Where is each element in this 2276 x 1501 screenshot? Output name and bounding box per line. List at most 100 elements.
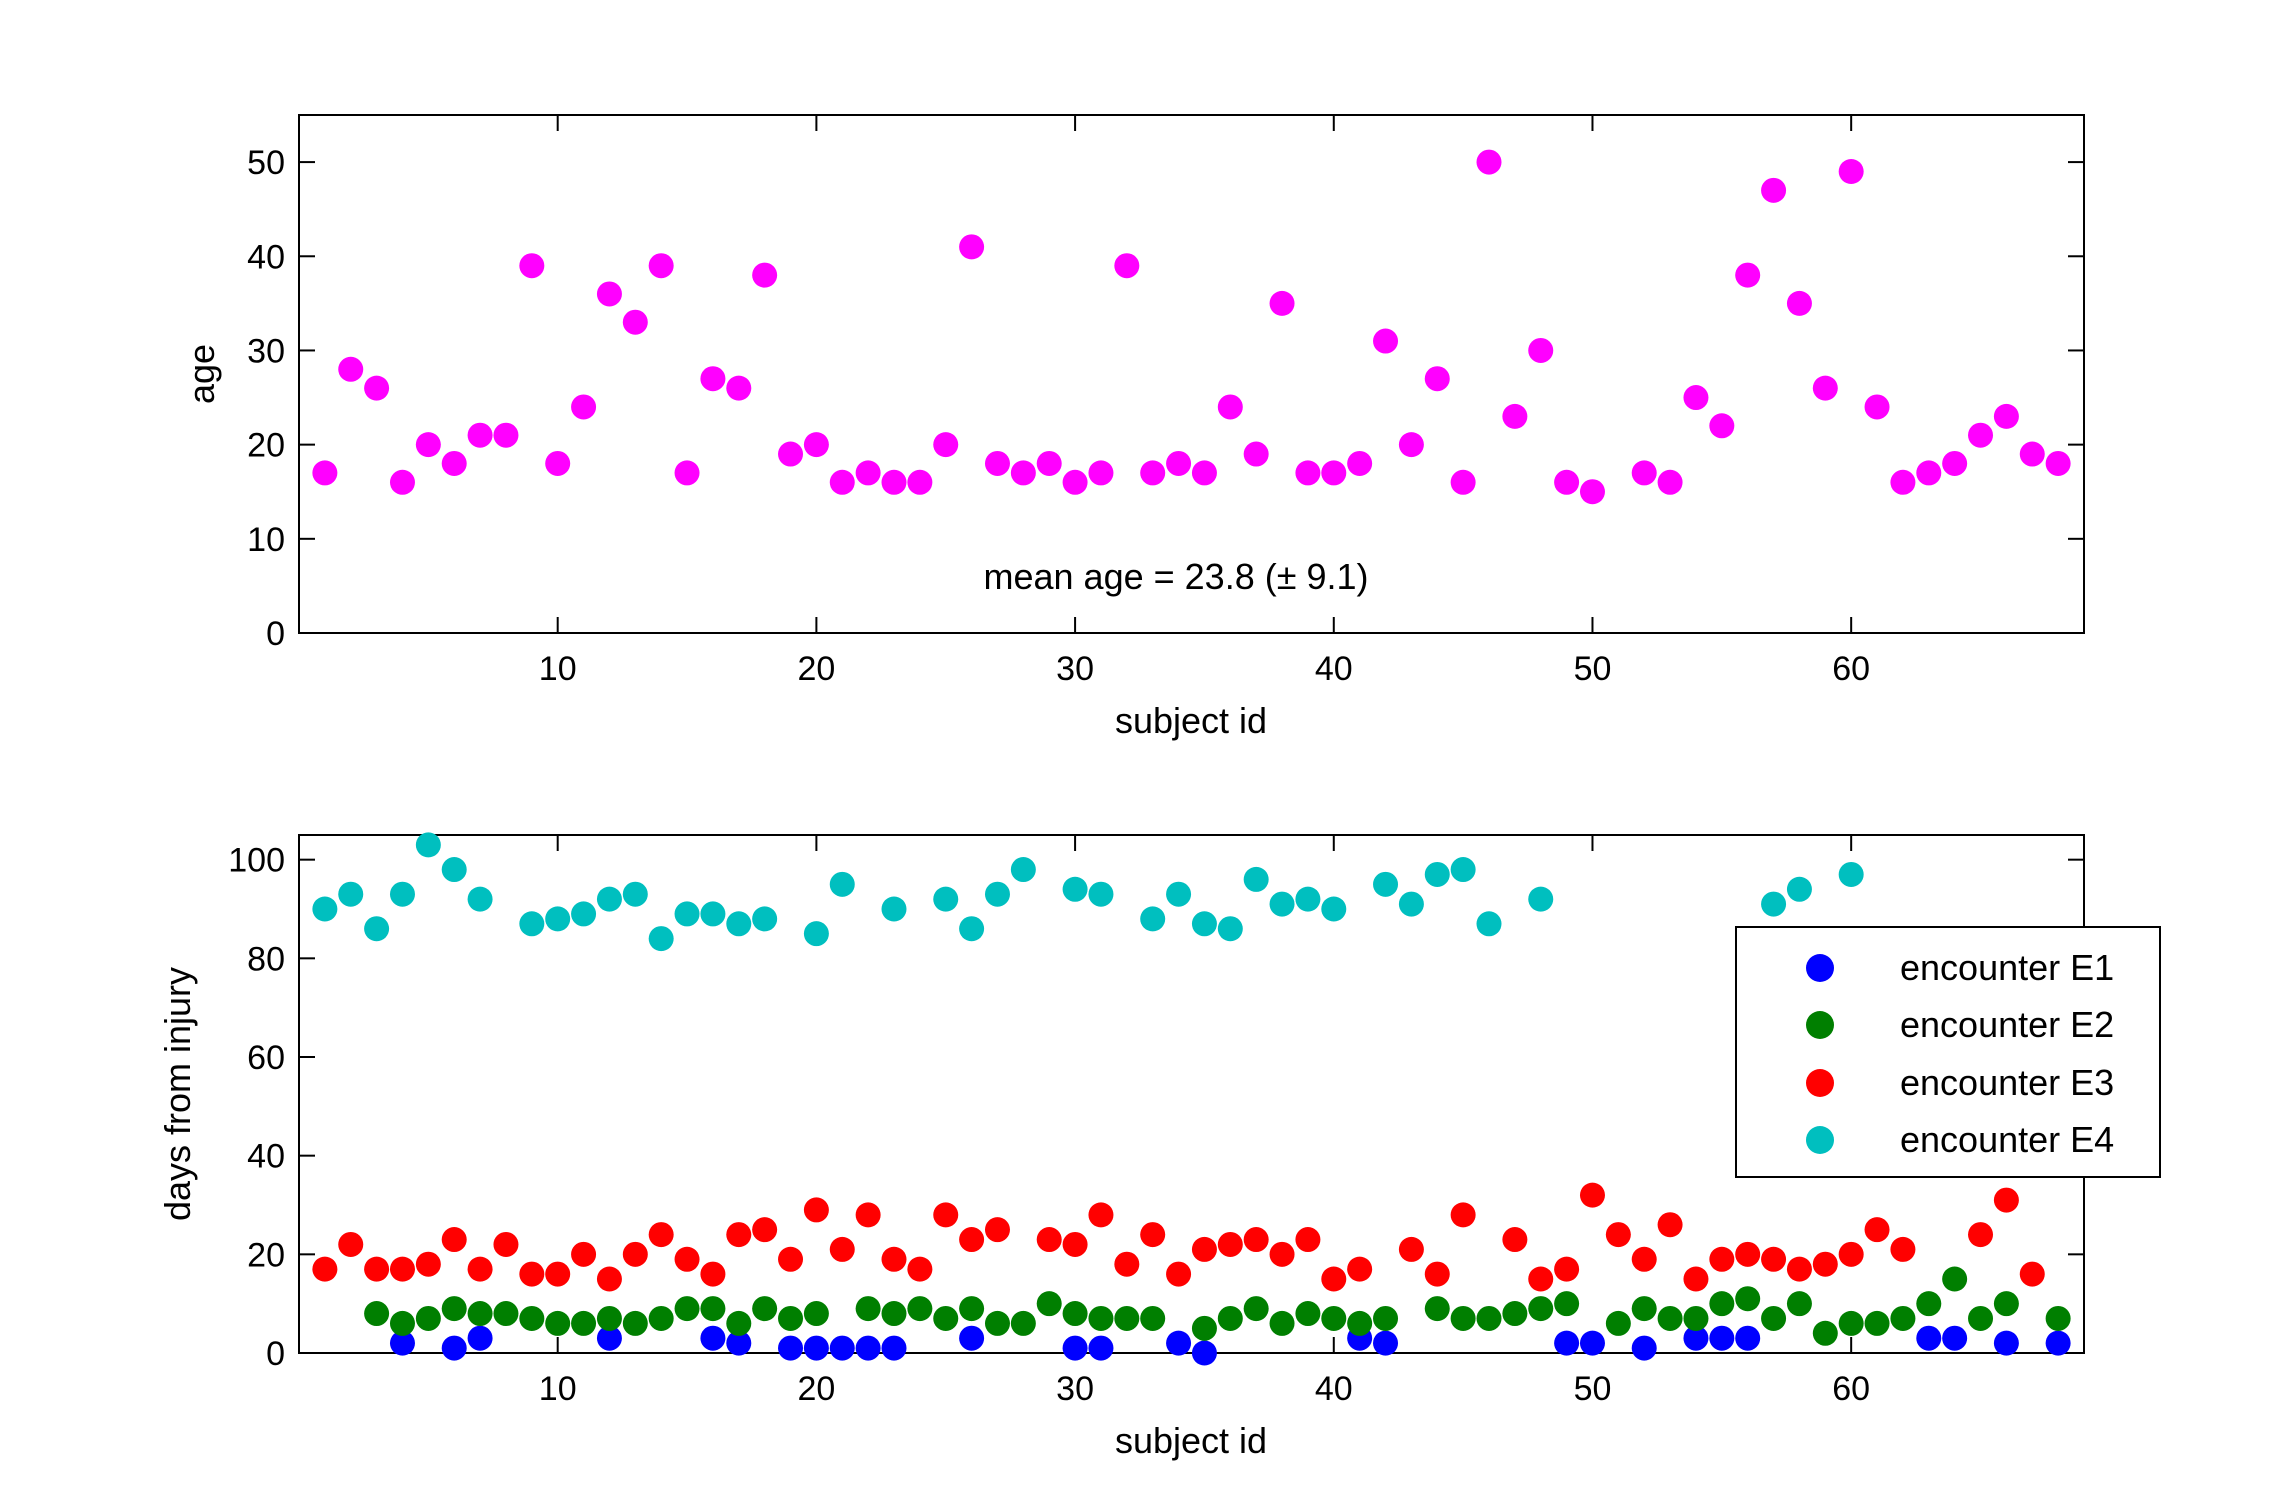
data-point-encounter-e4 (959, 916, 985, 942)
data-point-age (1502, 403, 1528, 429)
data-point-encounter-e4 (726, 911, 752, 937)
data-point-encounter-e3 (1631, 1246, 1657, 1272)
data-point-encounter-e2 (1036, 1291, 1062, 1317)
data-point-encounter-e1 (1683, 1325, 1709, 1351)
legend-item-e2: encounter E2 (1806, 1004, 2114, 1045)
y-tick-label: 40 (247, 238, 285, 276)
y-axis-label: age (181, 344, 222, 404)
data-point-age (1631, 460, 1657, 486)
data-point-encounter-e3 (907, 1256, 933, 1282)
data-point-age (1450, 469, 1476, 495)
data-point-encounter-e4 (571, 901, 597, 927)
data-point-encounter-e3 (1890, 1236, 1916, 1262)
data-point-encounter-e3 (1528, 1266, 1554, 1292)
data-point-encounter-e2 (1217, 1305, 1243, 1331)
x-tick-label: 60 (1832, 1370, 1870, 1408)
data-point-encounter-e3 (1036, 1227, 1062, 1253)
ticks: 10 20 30 40 50 60 0 20 40 60 80 100 (228, 835, 2084, 1408)
legend-item-e1: encounter E1 (1806, 947, 2114, 988)
data-point-encounter-e4 (312, 896, 338, 922)
x-tick-label: 10 (539, 1370, 577, 1408)
data-point-encounter-e3 (1735, 1241, 1761, 1267)
data-point-age (1838, 159, 1864, 185)
data-point-encounter-e4 (1424, 861, 1450, 887)
data-point-encounter-e4 (519, 911, 545, 937)
data-point-age (1088, 460, 1114, 486)
data-point-encounter-e2 (881, 1301, 907, 1327)
data-point-encounter-e2 (1088, 1305, 1114, 1331)
data-point-encounter-e2 (933, 1305, 959, 1331)
data-point-encounter-e1 (1554, 1330, 1580, 1356)
legend-label: encounter E3 (1900, 1062, 2114, 1103)
data-point-encounter-e2 (1605, 1310, 1631, 1336)
data-point-encounter-e3 (1864, 1217, 1890, 1243)
data-point-age (1114, 253, 1140, 279)
data-point-encounter-e4 (1321, 896, 1347, 922)
y-tick-label: 0 (266, 1335, 285, 1373)
data-point-encounter-e4 (622, 881, 648, 907)
data-point-encounter-e2 (700, 1296, 726, 1322)
data-point-encounter-e4 (674, 901, 700, 927)
data-point-encounter-e2 (519, 1305, 545, 1331)
data-point-encounter-e2 (1683, 1305, 1709, 1331)
data-point-age (519, 253, 545, 279)
data-point-encounter-e2 (855, 1296, 881, 1322)
data-point-encounter-e2 (648, 1305, 674, 1331)
data-point-age (1916, 460, 1942, 486)
data-points (312, 832, 2071, 1366)
data-point-encounter-e1 (1709, 1325, 1735, 1351)
x-axis-label: subject id (1115, 700, 1267, 741)
data-point-encounter-e2 (596, 1305, 622, 1331)
y-tick-label: 40 (247, 1138, 285, 1176)
data-point-age (1347, 450, 1373, 476)
data-point-encounter-e4 (1528, 886, 1554, 912)
data-point-encounter-e2 (1062, 1301, 1088, 1327)
data-point-encounter-e1 (1942, 1325, 1968, 1351)
data-point-encounter-e1 (596, 1325, 622, 1351)
data-point-encounter-e2 (1373, 1305, 1399, 1331)
x-tick-label: 50 (1574, 1370, 1612, 1408)
data-point-encounter-e3 (1786, 1256, 1812, 1282)
data-point-encounter-e3 (752, 1217, 778, 1243)
data-point-encounter-e1 (1373, 1330, 1399, 1356)
data-point-age (700, 366, 726, 392)
data-point-encounter-e3 (1605, 1222, 1631, 1248)
data-point-encounter-e2 (1502, 1301, 1528, 1327)
data-point-encounter-e4 (364, 916, 390, 942)
data-point-encounter-e2 (1812, 1320, 1838, 1346)
data-point-encounter-e4 (933, 886, 959, 912)
data-point-encounter-e4 (1295, 886, 1321, 912)
data-point-age (803, 432, 829, 458)
y-tick-label: 20 (247, 1236, 285, 1274)
y-axis-label: days from injury (157, 967, 198, 1221)
data-point-encounter-e4 (596, 886, 622, 912)
data-point-encounter-e3 (2019, 1261, 2045, 1287)
data-point-encounter-e1 (1191, 1340, 1217, 1366)
data-point-encounter-e2 (364, 1301, 390, 1327)
data-point-encounter-e3 (855, 1202, 881, 1228)
data-point-encounter-e3 (1812, 1251, 1838, 1277)
data-point-encounter-e3 (1295, 1227, 1321, 1253)
data-point-encounter-e3 (596, 1266, 622, 1292)
data-point-encounter-e3 (1140, 1222, 1166, 1248)
data-point-encounter-e2 (674, 1296, 700, 1322)
data-point-encounter-e2 (622, 1310, 648, 1336)
data-point-encounter-e4 (648, 926, 674, 952)
data-point-encounter-e3 (389, 1256, 415, 1282)
data-point-age (1709, 413, 1735, 439)
data-point-encounter-e4 (1761, 891, 1787, 917)
data-point-age (855, 460, 881, 486)
data-point-encounter-e1 (441, 1335, 467, 1361)
data-point-encounter-e2 (1528, 1296, 1554, 1322)
data-point-age (1424, 366, 1450, 392)
data-point-encounter-e4 (1373, 871, 1399, 897)
data-point-encounter-e3 (1838, 1241, 1864, 1267)
data-point-encounter-e4 (752, 906, 778, 932)
data-point-encounter-e4 (1062, 876, 1088, 902)
data-point-encounter-e3 (441, 1227, 467, 1253)
data-point-age (778, 441, 804, 467)
data-point-encounter-e3 (1217, 1231, 1243, 1257)
data-point-encounter-e3 (959, 1227, 985, 1253)
data-point-encounter-e1 (467, 1325, 493, 1351)
